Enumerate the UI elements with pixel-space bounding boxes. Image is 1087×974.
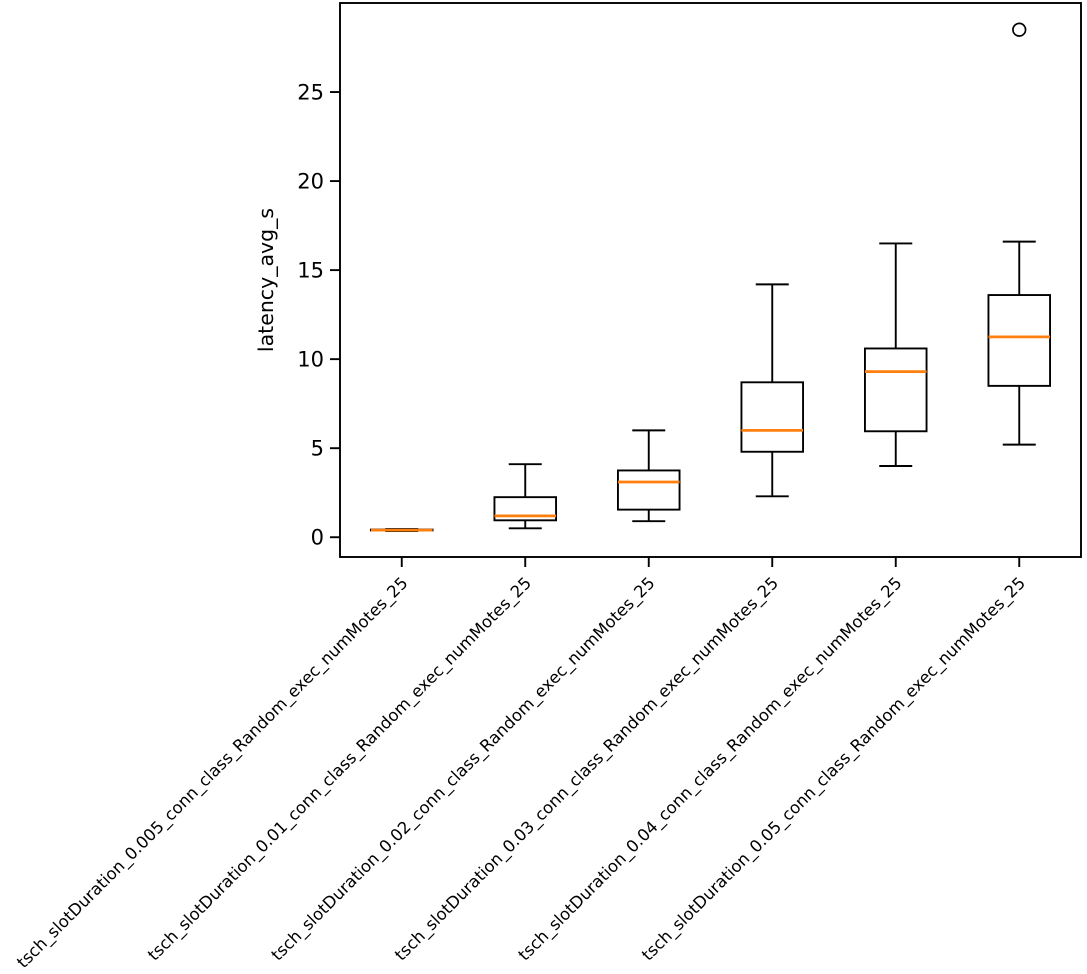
- boxplot-series: [370, 22, 1052, 532]
- y-tick-label-3: 15: [297, 258, 324, 282]
- x-axis: tsch_slotDuration_0.005_conn_class_Rando…: [13, 557, 1030, 973]
- plot-area-border: [339, 2, 1082, 558]
- y-tick-label-4: 20: [297, 169, 324, 193]
- box-3: [740, 381, 805, 453]
- y-tick-label-2: 10: [297, 347, 324, 371]
- box-5: [987, 294, 1052, 387]
- y-tick-label-5: 25: [297, 80, 324, 104]
- box-1: [493, 496, 558, 522]
- box-2: [617, 469, 681, 511]
- y-axis-label: latency_avg_s: [254, 208, 279, 352]
- y-tick-label-0: 0: [311, 526, 324, 550]
- box-4: [864, 347, 928, 433]
- y-axis: 0 5 10 15 20 25: [297, 80, 340, 550]
- y-tick-label-1: 5: [311, 436, 324, 460]
- outlier-marker-5-0: [1012, 22, 1027, 37]
- x-tick-label-0: tsch_slotDuration_0.005_conn_class_Rando…: [13, 573, 412, 972]
